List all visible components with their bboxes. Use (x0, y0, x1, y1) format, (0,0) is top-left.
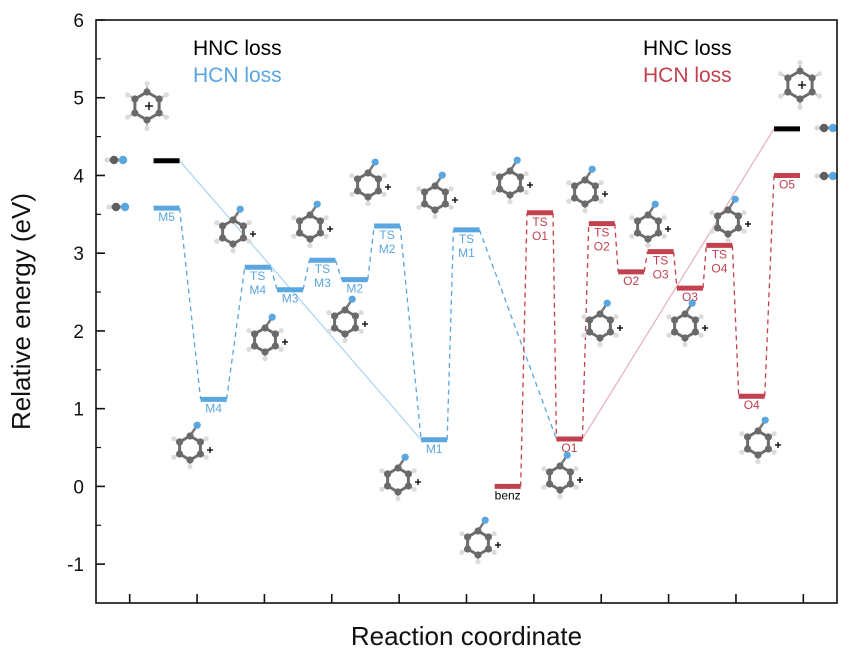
level-label-M2: M2 (346, 282, 363, 296)
dashed-connector-M2-TSM2 (367, 225, 375, 280)
molecule-TSM3-above-icon (291, 200, 333, 249)
dashed-connector-TSM1-O1 (478, 229, 558, 440)
y-tick-label--1: -1 (67, 555, 84, 576)
energy-levels: M5 M4 TS M4 M3 TS M3 M2 TS M2 M1 TS M1 benz TS O1 O1 TS O2… (153, 126, 801, 502)
thin-line-0 (179, 160, 422, 441)
y-tick-label-4: 4 (73, 166, 84, 187)
dashed-connector-TSO2-O2 (614, 223, 619, 272)
axes: -1 0 1 2 3 4 5 6 Relative energy (eV) Reaction co… (6, 11, 838, 651)
level-label-TSM1: TS M1 (458, 232, 475, 260)
legend-top-left-item-0: HNC loss (193, 37, 282, 60)
level-label-M5: M5 (158, 210, 175, 224)
molecule-M2-below-icon (326, 295, 368, 344)
dashed-connector-M4-TSM4 (225, 267, 246, 400)
dashed-connector-benz-TSO1 (520, 212, 528, 487)
molecule-benz-below-icon (459, 516, 501, 565)
molecule-hcn-right-icon (814, 171, 838, 181)
y-axis-title: Relative energy (eV) (6, 193, 36, 430)
level-label-M1: M1 (426, 442, 443, 456)
level-label-O2: O2 (623, 274, 639, 288)
y-tick-label-2: 2 (73, 322, 84, 343)
legend-top-right-item-1: HCN loss (643, 64, 732, 87)
connector-lines (178, 128, 775, 487)
level-label-M3: M3 (282, 292, 299, 306)
molecule-hcn-left-icon (106, 202, 130, 212)
legends: HNC loss HCN loss HNC loss HCN loss (193, 37, 732, 87)
level-label-O4: O4 (744, 398, 760, 412)
dashed-connector-O4-O5 (764, 175, 775, 397)
level-label-TSO2: TS O2 (594, 226, 610, 254)
plot-frame (95, 19, 838, 604)
level-label-TSO3: TS O3 (653, 254, 669, 282)
molecule-O1-below-icon (541, 451, 583, 500)
dashed-connector-TSO3-O3 (672, 251, 678, 289)
y-tick-label-3: 3 (73, 244, 84, 265)
y-tick-label-0: 0 (73, 477, 84, 498)
legend-top-right-item-0: HNC loss (643, 37, 732, 60)
level-label-benz: benz (495, 488, 521, 502)
molecule-M1-below-icon (379, 453, 421, 502)
level-label-TSM4: TS M4 (249, 269, 266, 297)
y-tick-label-5: 5 (73, 89, 84, 110)
legend-top-left-item-1: HCN loss (193, 64, 282, 87)
dashed-connector-TSO1-O1 (552, 212, 558, 439)
level-label-O5: O5 (779, 177, 795, 191)
molecule-hnc-right-icon (814, 123, 838, 133)
level-label-TSM3: TS M3 (314, 262, 331, 290)
dashed-connector-TSM2-M1 (399, 225, 422, 440)
molecule-TSO2-above-icon (566, 165, 608, 214)
y-tick-label-1: 1 (73, 400, 84, 421)
molecule-TSM1-above-icon (416, 171, 458, 220)
level-label-M4: M4 (205, 401, 222, 415)
dashed-connector-TSO4-O4 (731, 245, 740, 397)
molecule-right-cation-icon (778, 60, 822, 110)
molecule-TSO4-above-icon (709, 195, 751, 244)
molecule-O2-below-icon (581, 299, 623, 348)
level-label-TSO4: TS O4 (711, 247, 727, 275)
molecule-TSM2-above-icon (349, 158, 391, 207)
molecule-TSO1-above-icon (491, 156, 533, 205)
y-tick-label-6: 6 (73, 11, 84, 32)
dashed-connector-O2-TSO3 (643, 251, 649, 272)
dashed-connector-TSM3-M2 (334, 259, 343, 280)
molecule-M4-above-icon (214, 205, 256, 254)
level-label-TSO1: TS O1 (532, 215, 548, 243)
molecule-TSO3-above-icon (629, 200, 671, 249)
molecule-M3-below-icon (246, 313, 288, 362)
molecule-left-cation-icon (125, 81, 169, 131)
level-label-TSM2: TS M2 (379, 228, 396, 256)
molecule-M4-below-icon (171, 421, 213, 470)
dashed-connector-M5-M4 (178, 208, 202, 400)
thin-line-1 (581, 128, 775, 440)
molecule-structures (104, 60, 838, 565)
dashed-connector-TSM4-M3 (270, 267, 278, 290)
molecule-hnc-left-icon (104, 155, 128, 165)
x-axis-title: Reaction coordinate (351, 621, 582, 651)
dashed-connector-O3-TSO4 (702, 245, 708, 289)
dashed-connector-M1-TSM1 (446, 229, 455, 440)
molecule-O3-below-icon (666, 299, 708, 348)
molecule-O4-below-icon (739, 416, 781, 465)
level-label-O1: O1 (561, 441, 577, 455)
dashed-connector-M3-TSM3 (302, 260, 311, 290)
